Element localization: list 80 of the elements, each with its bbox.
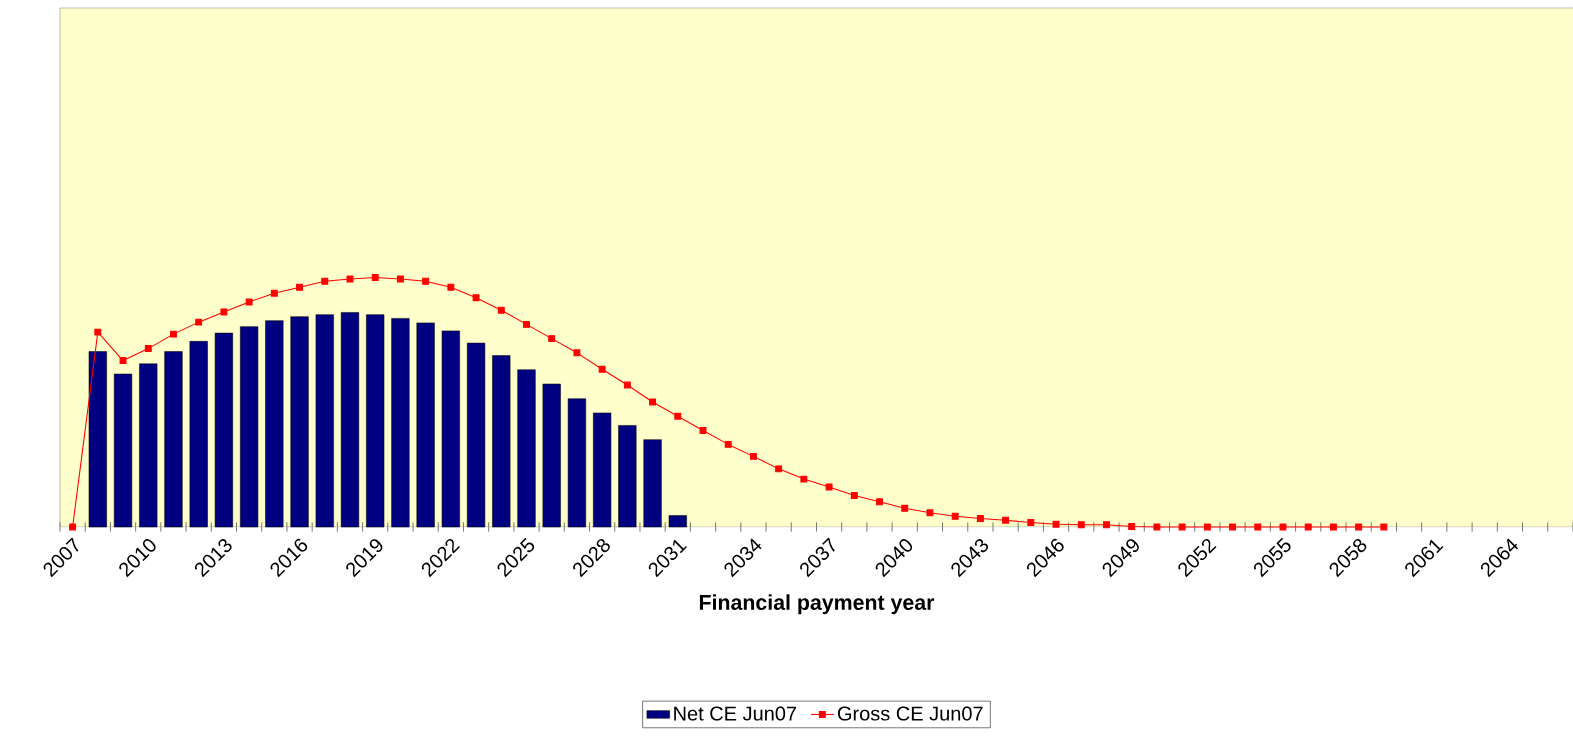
bar	[240, 326, 259, 528]
point	[976, 515, 984, 522]
point	[825, 483, 833, 491]
bar	[315, 314, 334, 528]
bar	[391, 318, 410, 528]
bar	[567, 398, 587, 528]
point	[119, 357, 127, 365]
bar	[416, 322, 435, 528]
bar	[139, 363, 158, 528]
point	[548, 335, 556, 343]
point	[472, 294, 480, 302]
point	[371, 274, 379, 281]
bar	[113, 373, 133, 528]
point	[497, 306, 505, 314]
point	[69, 523, 77, 531]
x-axis-title: Financial payment year	[699, 594, 935, 615]
point	[220, 308, 228, 316]
legend-label: Gross CE Jun07	[837, 706, 983, 721]
bar	[643, 439, 662, 528]
point	[1102, 521, 1110, 529]
point	[1203, 523, 1211, 531]
bar	[340, 312, 360, 528]
point	[951, 512, 959, 520]
point	[447, 283, 455, 291]
point	[1052, 520, 1060, 528]
point	[1077, 521, 1085, 529]
point	[1254, 523, 1262, 531]
point	[1355, 523, 1363, 531]
point	[94, 328, 102, 336]
point	[1304, 523, 1312, 531]
bar	[593, 412, 612, 528]
point	[1380, 523, 1388, 531]
point	[699, 426, 707, 434]
point	[523, 320, 530, 328]
point	[724, 440, 732, 448]
point	[598, 365, 606, 373]
bar	[88, 351, 107, 528]
bar	[214, 332, 233, 528]
point	[649, 398, 657, 406]
bar	[164, 351, 183, 528]
point	[1027, 519, 1035, 526]
point	[1178, 523, 1186, 531]
point	[926, 509, 934, 517]
point	[674, 412, 682, 420]
bar	[668, 515, 687, 528]
bar	[366, 314, 385, 528]
bar	[492, 355, 511, 528]
bar	[466, 342, 486, 528]
point	[800, 475, 808, 483]
point	[1002, 516, 1010, 524]
point	[1128, 523, 1136, 530]
point	[422, 277, 430, 285]
bar	[542, 383, 561, 528]
bar	[189, 341, 208, 528]
point	[346, 275, 354, 283]
point	[1279, 523, 1287, 531]
legend-label: Net CE Jun07	[674, 706, 797, 721]
point	[850, 492, 858, 500]
point	[749, 452, 757, 460]
point	[901, 504, 909, 512]
point	[1329, 523, 1337, 531]
bar	[517, 369, 536, 528]
point	[775, 465, 783, 473]
point	[1153, 523, 1161, 531]
point	[396, 275, 404, 283]
point	[623, 381, 631, 389]
point	[270, 289, 278, 297]
point	[144, 345, 152, 353]
bar	[441, 330, 460, 528]
bar	[265, 320, 284, 528]
point	[170, 330, 177, 338]
point	[296, 283, 304, 291]
point	[876, 498, 883, 506]
point	[245, 298, 253, 306]
point	[1229, 523, 1237, 531]
bar	[290, 316, 309, 528]
bar	[618, 425, 637, 528]
point	[321, 277, 329, 285]
point	[195, 318, 203, 326]
point	[573, 349, 581, 357]
